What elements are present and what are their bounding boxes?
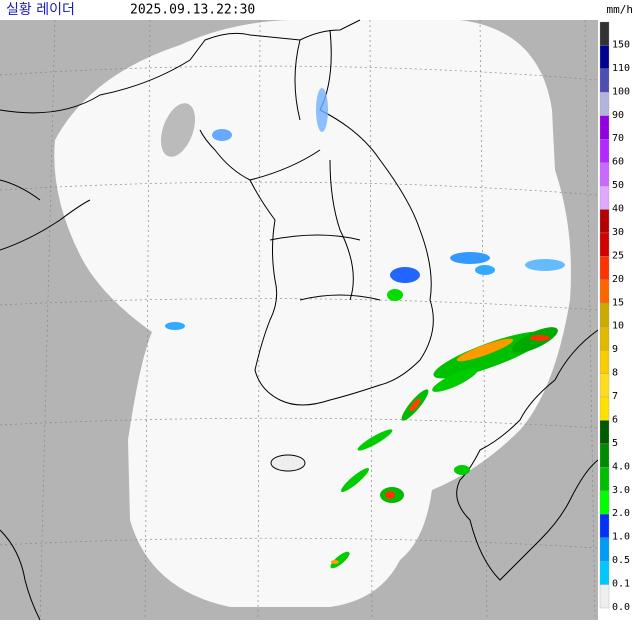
legend-label: 90 [612, 110, 624, 121]
legend-label: 25 [612, 250, 624, 261]
legend-swatch [599, 326, 610, 351]
legend-swatch [599, 279, 610, 304]
legend: 150 110 100 90 70 60 50 40 30 25 20 15 10 9 8 7 6 5 4.0 3.0… [599, 21, 630, 613]
legend-swatch [599, 256, 610, 280]
legend-swatch [599, 373, 610, 398]
legend-label: 60 [612, 157, 624, 168]
legend-swatch [599, 139, 610, 163]
legend-label: 110 [612, 63, 630, 74]
legend-swatch [599, 443, 610, 468]
legend-swatch [599, 490, 610, 515]
legend-swatch [599, 350, 610, 374]
title: 실황 레이더 [6, 2, 75, 18]
legend-label: 7 [612, 391, 618, 402]
legend-label: 3.0 [612, 485, 630, 496]
legend-label: 70 [612, 133, 624, 144]
legend-label: 5 [612, 438, 618, 449]
legend-swatch [599, 68, 610, 93]
unit: mm/h [607, 3, 634, 16]
legend-swatch [599, 420, 610, 445]
legend-swatch [599, 115, 610, 140]
graticule [0, 19, 599, 621]
legend-swatch [599, 467, 610, 491]
legend-swatch [599, 514, 610, 538]
map [0, 19, 599, 621]
legend-label: 150 [612, 39, 630, 50]
legend-label: 40 [612, 204, 624, 215]
timestamp: 2025.09.13.22:30 [130, 3, 255, 18]
legend-swatch [599, 232, 610, 257]
legend-swatch [599, 560, 610, 585]
legend-label: 20 [612, 274, 624, 285]
legend-swatch [599, 162, 610, 187]
legend-label: 10 [612, 321, 624, 332]
legend-label: 8 [612, 368, 618, 379]
legend-label: 30 [612, 227, 624, 238]
legend-label: 9 [612, 344, 618, 355]
precipitation [160, 88, 565, 569]
legend-label: 4.0 [612, 461, 630, 472]
legend-swatch [599, 45, 610, 70]
legend-label: 100 [612, 86, 630, 97]
legend-swatch [599, 92, 610, 116]
legend-swatch [599, 303, 610, 327]
legend-label: 0.5 [612, 555, 630, 566]
legend-label: 0.0 [612, 602, 630, 613]
legend-swatch [599, 21, 610, 46]
legend-swatch [599, 209, 610, 234]
coastlines [0, 19, 599, 621]
legend-label: 2.0 [612, 508, 630, 519]
legend-swatch [599, 396, 610, 421]
legend-swatch [599, 185, 610, 210]
legend-label: 50 [612, 180, 624, 191]
legend-label: 0.1 [612, 579, 630, 590]
legend-label: 15 [612, 297, 624, 308]
radar-coverage [54, 20, 572, 607]
legend-label: 6 [612, 414, 618, 425]
legend-label: 1.0 [612, 532, 630, 543]
legend-swatch [599, 537, 610, 562]
legend-swatch [599, 584, 610, 609]
